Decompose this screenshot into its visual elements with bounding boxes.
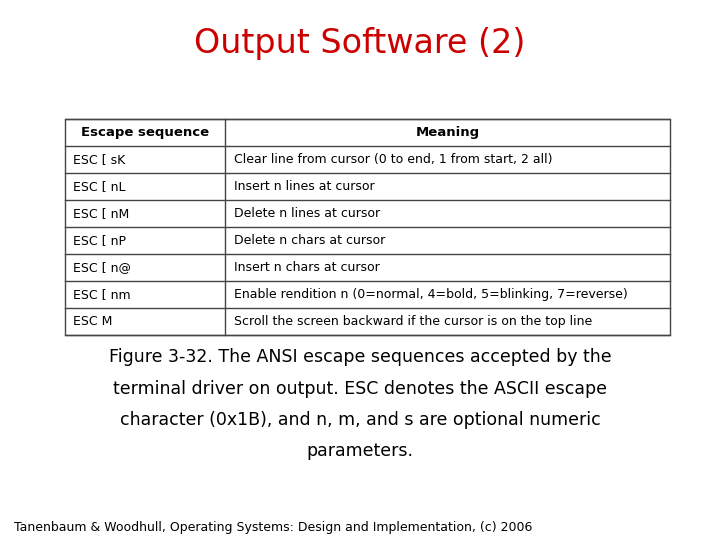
Text: Escape sequence: Escape sequence <box>81 126 209 139</box>
Text: Meaning: Meaning <box>415 126 480 139</box>
Text: ESC [ n@: ESC [ n@ <box>73 261 132 274</box>
Text: Clear line from cursor (0 to end, 1 from start, 2 all): Clear line from cursor (0 to end, 1 from… <box>234 153 552 166</box>
Text: Tanenbaum & Woodhull, Operating Systems: Design and Implementation, (c) 2006: Tanenbaum & Woodhull, Operating Systems:… <box>14 521 533 534</box>
Text: Figure 3-32. The ANSI escape sequences accepted by the: Figure 3-32. The ANSI escape sequences a… <box>109 348 611 366</box>
Text: Delete n lines at cursor: Delete n lines at cursor <box>234 207 380 220</box>
Text: ESC [ nL: ESC [ nL <box>73 180 126 193</box>
Text: ESC M: ESC M <box>73 315 113 328</box>
Text: ESC [ nm: ESC [ nm <box>73 288 131 301</box>
Text: Scroll the screen backward if the cursor is on the top line: Scroll the screen backward if the cursor… <box>234 315 592 328</box>
Text: Insert n chars at cursor: Insert n chars at cursor <box>234 261 379 274</box>
Text: ESC [ nP: ESC [ nP <box>73 234 127 247</box>
Text: Output Software (2): Output Software (2) <box>194 27 526 60</box>
Text: ESC [ nM: ESC [ nM <box>73 207 130 220</box>
Text: character (0x1B), and n, m, and s are optional numeric: character (0x1B), and n, m, and s are op… <box>120 411 600 429</box>
Text: Enable rendition n (0=normal, 4=bold, 5=blinking, 7=reverse): Enable rendition n (0=normal, 4=bold, 5=… <box>234 288 627 301</box>
Text: ESC [ sK: ESC [ sK <box>73 153 126 166</box>
Text: parameters.: parameters. <box>307 442 413 460</box>
Text: Delete n chars at cursor: Delete n chars at cursor <box>234 234 385 247</box>
Text: terminal driver on output. ESC denotes the ASCII escape: terminal driver on output. ESC denotes t… <box>113 380 607 397</box>
Text: Insert n lines at cursor: Insert n lines at cursor <box>234 180 374 193</box>
Bar <box>65 119 670 335</box>
